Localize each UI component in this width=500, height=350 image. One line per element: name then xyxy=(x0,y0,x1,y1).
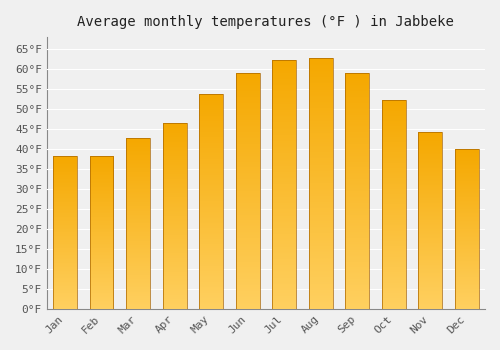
Bar xyxy=(126,138,150,309)
Bar xyxy=(346,73,369,309)
Bar xyxy=(272,60,296,309)
Bar xyxy=(200,94,223,309)
Bar xyxy=(418,132,442,309)
Bar xyxy=(54,156,77,309)
Bar xyxy=(382,100,406,309)
Bar xyxy=(455,149,478,309)
Bar xyxy=(309,58,332,309)
Bar xyxy=(163,124,186,309)
Title: Average monthly temperatures (°F ) in Jabbeke: Average monthly temperatures (°F ) in Ja… xyxy=(78,15,454,29)
Bar xyxy=(236,73,260,309)
Bar xyxy=(90,156,114,309)
